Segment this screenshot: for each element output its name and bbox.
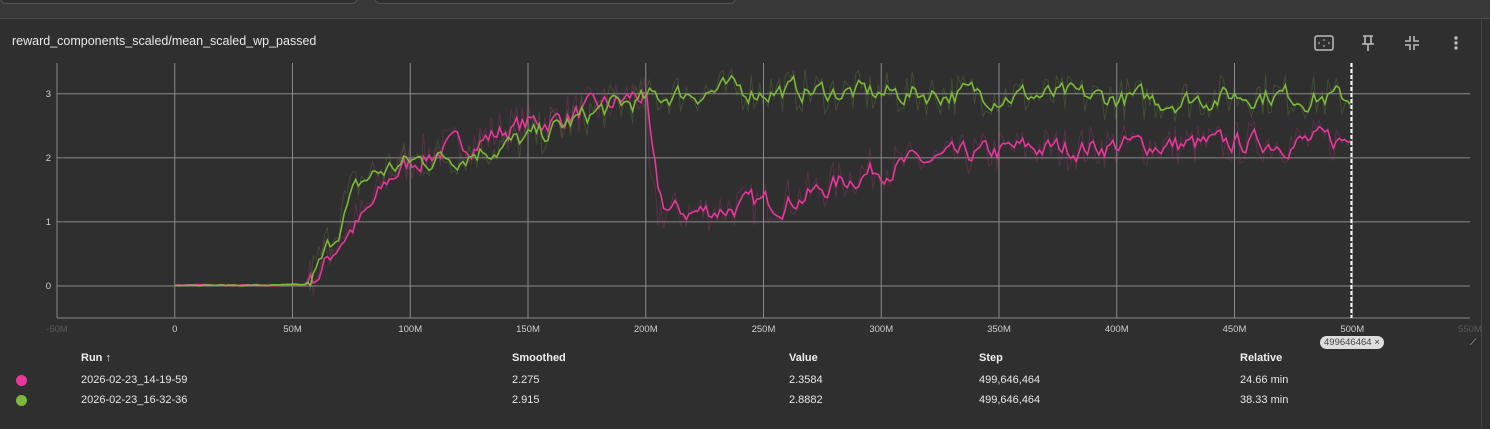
col-step-header[interactable]: Step (979, 352, 1003, 364)
x-tick-label: 550M (1458, 324, 1482, 335)
x-tick-label: 400M (1105, 324, 1129, 335)
step-value: 499,646,464 (979, 394, 1041, 406)
run-name: 2026-02-23_16-32-36 (81, 394, 188, 406)
col-run-header[interactable]: Run ↑ (81, 352, 111, 364)
x-tick-label: 100M (398, 324, 422, 335)
x-tick-label: 150M (516, 324, 540, 335)
x-tick-label: 500M (1340, 324, 1364, 335)
smoothed-value: 2.915 (512, 394, 540, 406)
collapse-icon[interactable] (1401, 32, 1423, 54)
y-tick-label: 0 (46, 281, 51, 292)
resize-handle-icon[interactable]: ⟋ (1470, 337, 1477, 347)
x-tick-label: 350M (987, 324, 1011, 335)
x-tick-label: -50M (46, 324, 68, 335)
x-tick-label: 0 (172, 324, 177, 335)
line-chart[interactable]: -50M 0 50M 100M 150M 200M 250M 300M 350M 400M 450M… (0, 0, 1490, 340)
relative-value: 38.33 min (1240, 394, 1289, 406)
x-tick-label: 200M (634, 324, 658, 335)
top-bar (0, 0, 1490, 19)
raw-value: 2.8882 (789, 394, 823, 406)
raw-series-line (174, 77, 1351, 296)
raw-series-line (174, 67, 1351, 291)
x-tick-label: 450M (1223, 324, 1247, 335)
raw-value: 2.3584 (789, 374, 823, 386)
y-tick-label: 3 (46, 89, 51, 100)
smoothed-value: 2.275 (512, 374, 540, 386)
col-smoothed-header[interactable]: Smoothed (512, 352, 566, 364)
smoothed-series-line (174, 74, 1352, 288)
more-vert-icon[interactable] (1445, 32, 1467, 54)
smoothed-series-line (174, 91, 1351, 287)
x-tick-label: 250M (752, 324, 776, 335)
fit-domain-icon[interactable] (1313, 32, 1335, 54)
run-color-dot[interactable] (16, 395, 27, 406)
y-tick-label: 2 (46, 153, 51, 164)
col-value-header[interactable]: Value (789, 352, 818, 364)
run-name: 2026-02-23_14-19-59 (81, 374, 188, 386)
x-tick-label: 300M (869, 324, 893, 335)
run-color-dot[interactable] (16, 375, 27, 386)
cursor-step-chip[interactable]: 499646464 × (1320, 336, 1384, 349)
step-value: 499,646,464 (979, 374, 1041, 386)
y-tick-label: 1 (46, 217, 51, 228)
pin-icon[interactable] (1357, 32, 1379, 54)
col-relative-header[interactable]: Relative (1240, 352, 1283, 364)
card-title: reward_components_scaled/mean_scaled_wp_… (12, 34, 317, 48)
relative-value: 24.66 min (1240, 374, 1289, 386)
x-tick-label: 50M (283, 324, 302, 335)
